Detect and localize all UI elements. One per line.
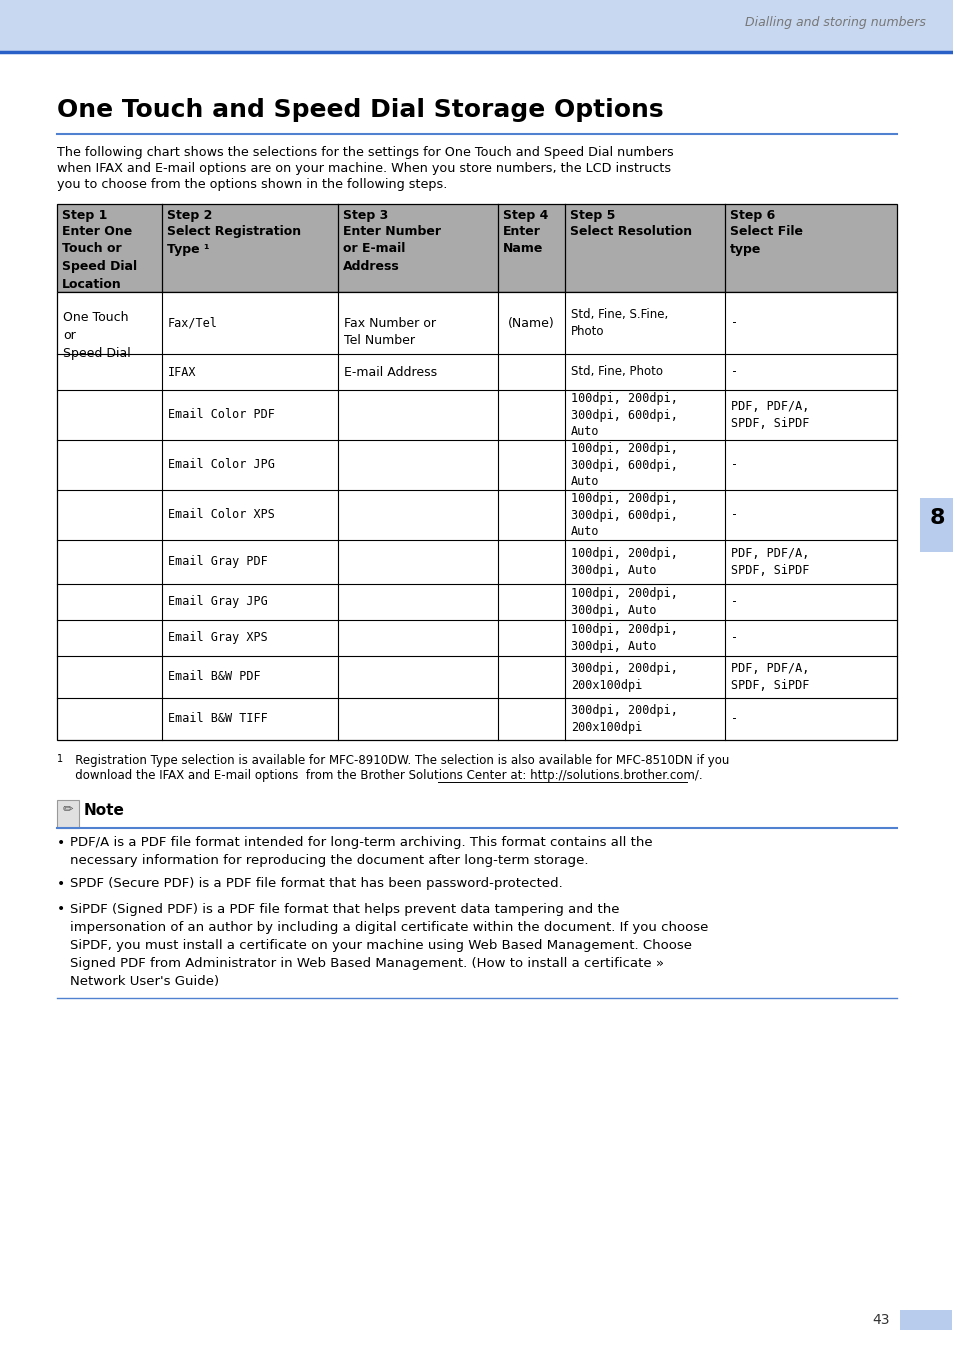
Bar bbox=[899, 1310, 951, 1330]
Bar bbox=[57, 204, 896, 293]
Text: 300dpi, 200dpi,
200x100dpi: 300dpi, 200dpi, 200x100dpi bbox=[571, 704, 678, 733]
Text: •: • bbox=[57, 836, 65, 851]
Text: Dialling and storing numbers: Dialling and storing numbers bbox=[744, 16, 925, 30]
Text: PDF/A is a PDF file format intended for long-term archiving. This format contain: PDF/A is a PDF file format intended for … bbox=[70, 836, 652, 867]
Text: -: - bbox=[730, 596, 738, 608]
Text: Std, Fine, S.Fine,
Photo: Std, Fine, S.Fine, Photo bbox=[571, 309, 668, 338]
Bar bbox=[57, 491, 896, 541]
Text: 1: 1 bbox=[57, 754, 63, 764]
Text: Email Gray PDF: Email Gray PDF bbox=[168, 555, 268, 569]
Text: -: - bbox=[730, 458, 738, 472]
Text: 100dpi, 200dpi,
300dpi, 600dpi,
Auto: 100dpi, 200dpi, 300dpi, 600dpi, Auto bbox=[571, 442, 678, 488]
Text: One Touch and Speed Dial Storage Options: One Touch and Speed Dial Storage Options bbox=[57, 98, 663, 123]
Text: Email B&W TIFF: Email B&W TIFF bbox=[168, 713, 268, 725]
Bar bbox=[0, 0, 953, 53]
Text: -: - bbox=[730, 508, 738, 522]
Text: (Name): (Name) bbox=[508, 317, 555, 329]
Text: E-mail Address: E-mail Address bbox=[344, 365, 437, 379]
Text: 8: 8 bbox=[928, 508, 943, 528]
Text: Select Registration
Type ¹: Select Registration Type ¹ bbox=[167, 225, 301, 256]
Text: Step 1: Step 1 bbox=[62, 209, 108, 222]
Text: SPDF (Secure PDF) is a PDF file format that has been password-protected.: SPDF (Secure PDF) is a PDF file format t… bbox=[70, 878, 562, 890]
Text: The following chart shows the selections for the settings for One Touch and Spee: The following chart shows the selections… bbox=[57, 146, 673, 159]
Text: Fax Number or
Tel Number: Fax Number or Tel Number bbox=[344, 317, 436, 348]
Text: •: • bbox=[57, 878, 65, 891]
Text: Email B&W PDF: Email B&W PDF bbox=[168, 670, 260, 683]
Bar bbox=[57, 355, 896, 390]
Text: when IFAX and E-mail options are on your machine. When you store numbers, the LC: when IFAX and E-mail options are on your… bbox=[57, 162, 670, 175]
Text: 100dpi, 200dpi,
300dpi, Auto: 100dpi, 200dpi, 300dpi, Auto bbox=[571, 588, 678, 617]
Text: download the IFAX and E-mail options  from the Brother Solutions Center at: http: download the IFAX and E-mail options fro… bbox=[64, 768, 702, 782]
Text: 100dpi, 200dpi,
300dpi, Auto: 100dpi, 200dpi, 300dpi, Auto bbox=[571, 623, 678, 652]
Text: 300dpi, 200dpi,
200x100dpi: 300dpi, 200dpi, 200x100dpi bbox=[571, 662, 678, 692]
Bar bbox=[57, 439, 896, 491]
Text: Step 4: Step 4 bbox=[502, 209, 548, 222]
Bar bbox=[57, 620, 896, 656]
Bar bbox=[57, 541, 896, 584]
Text: Step 3: Step 3 bbox=[343, 209, 388, 222]
Text: Enter
Name: Enter Name bbox=[502, 225, 543, 256]
Text: Select Resolution: Select Resolution bbox=[570, 225, 692, 239]
Bar bbox=[57, 799, 79, 828]
Text: Email Color JPG: Email Color JPG bbox=[168, 458, 274, 472]
Text: Registration Type selection is available for MFC-8910DW. The selection is also a: Registration Type selection is available… bbox=[64, 754, 729, 767]
Text: Fax/Tel: Fax/Tel bbox=[168, 317, 217, 329]
Bar bbox=[57, 390, 896, 439]
Text: Step 5: Step 5 bbox=[570, 209, 615, 222]
Bar bbox=[57, 584, 896, 620]
Bar bbox=[57, 656, 896, 698]
Text: 100dpi, 200dpi,
300dpi, 600dpi,
Auto: 100dpi, 200dpi, 300dpi, 600dpi, Auto bbox=[571, 392, 678, 438]
Text: 43: 43 bbox=[872, 1313, 889, 1326]
Text: 100dpi, 200dpi,
300dpi, Auto: 100dpi, 200dpi, 300dpi, Auto bbox=[571, 547, 678, 577]
Text: -: - bbox=[730, 631, 738, 644]
Text: PDF, PDF/A,
SPDF, SiPDF: PDF, PDF/A, SPDF, SiPDF bbox=[730, 662, 808, 692]
Text: ✏: ✏ bbox=[63, 803, 73, 816]
Bar bbox=[57, 204, 896, 293]
Bar bbox=[919, 497, 953, 551]
Text: Enter One
Touch or
Speed Dial
Location: Enter One Touch or Speed Dial Location bbox=[62, 225, 137, 291]
Text: SiPDF (Signed PDF) is a PDF file format that helps prevent data tampering and th: SiPDF (Signed PDF) is a PDF file format … bbox=[70, 903, 708, 988]
Bar bbox=[57, 293, 896, 740]
Text: Note: Note bbox=[84, 803, 125, 818]
Text: Enter Number
or E-mail
Address: Enter Number or E-mail Address bbox=[343, 225, 441, 274]
Text: -: - bbox=[730, 713, 738, 725]
Text: 100dpi, 200dpi,
300dpi, 600dpi,
Auto: 100dpi, 200dpi, 300dpi, 600dpi, Auto bbox=[571, 492, 678, 538]
Text: IFAX: IFAX bbox=[168, 365, 196, 379]
Text: •: • bbox=[57, 903, 65, 917]
Text: you to choose from the options shown in the following steps.: you to choose from the options shown in … bbox=[57, 178, 447, 191]
Text: PDF, PDF/A,
SPDF, SiPDF: PDF, PDF/A, SPDF, SiPDF bbox=[730, 400, 808, 430]
Text: PDF, PDF/A,
SPDF, SiPDF: PDF, PDF/A, SPDF, SiPDF bbox=[730, 547, 808, 577]
Text: -: - bbox=[730, 317, 738, 329]
Text: Step 2: Step 2 bbox=[167, 209, 213, 222]
Bar bbox=[57, 698, 896, 740]
Text: Email Color XPS: Email Color XPS bbox=[168, 508, 274, 522]
Text: One Touch
or
Speed Dial: One Touch or Speed Dial bbox=[63, 311, 131, 360]
Text: Email Gray JPG: Email Gray JPG bbox=[168, 596, 268, 608]
Bar bbox=[57, 293, 896, 355]
Text: Email Gray XPS: Email Gray XPS bbox=[168, 631, 268, 644]
Text: Step 6: Step 6 bbox=[729, 209, 774, 222]
Text: -: - bbox=[730, 365, 738, 379]
Text: Email Color PDF: Email Color PDF bbox=[168, 408, 274, 422]
Text: Std, Fine, Photo: Std, Fine, Photo bbox=[571, 365, 662, 379]
Text: Select File
type: Select File type bbox=[729, 225, 802, 256]
